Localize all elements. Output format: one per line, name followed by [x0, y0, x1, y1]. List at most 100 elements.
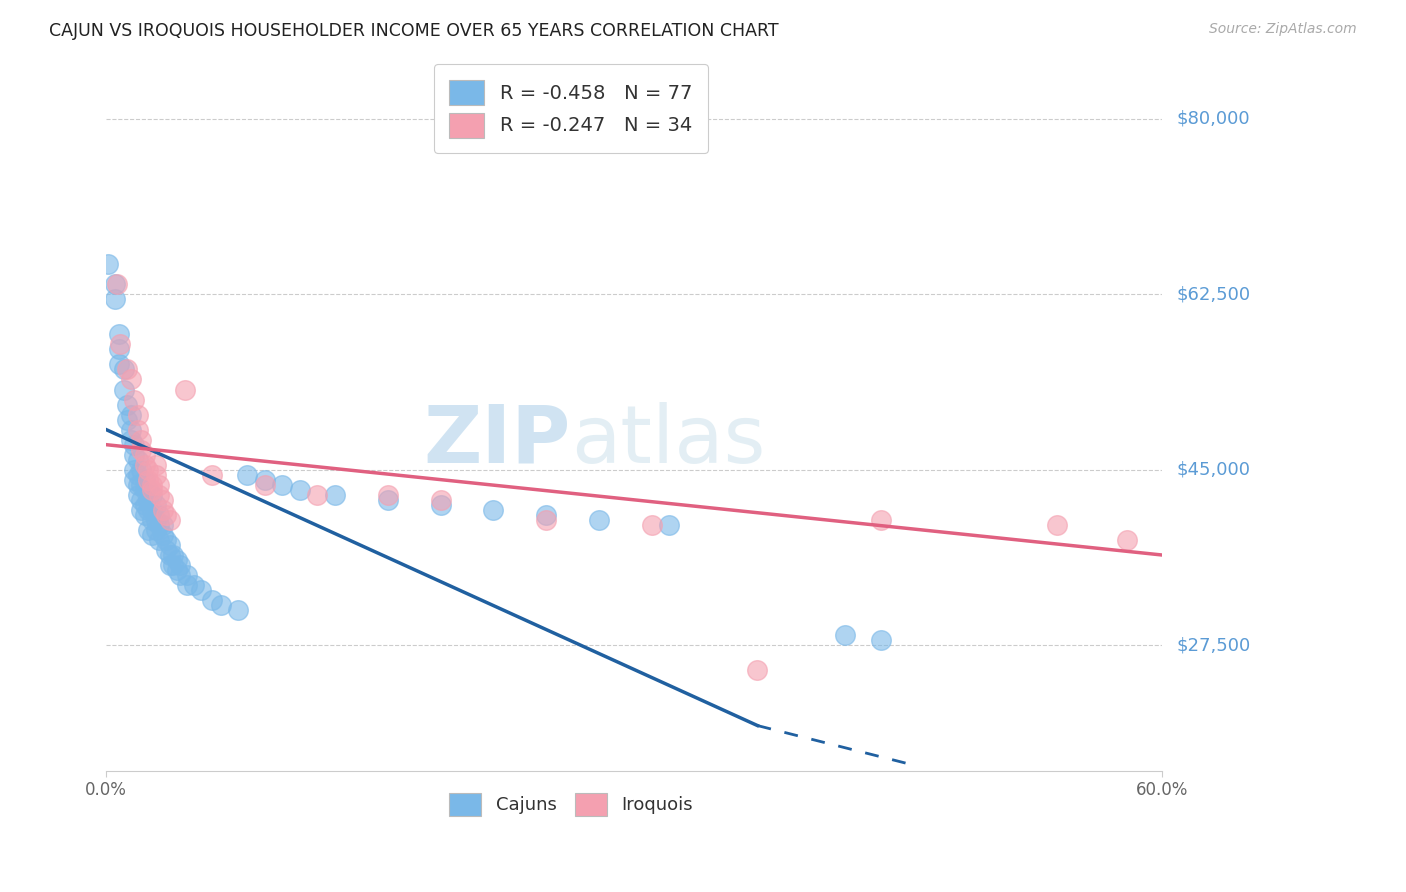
Point: [131, 442, 153, 457]
Point: [104, 292, 127, 306]
Point: [107, 358, 129, 372]
Text: CAJUN VS IROQUOIS HOUSEHOLDER INCOME OVER 65 YEARS CORRELATION CHART: CAJUN VS IROQUOIS HOUSEHOLDER INCOME OVE…: [49, 22, 779, 40]
Point: [236, 467, 259, 482]
Point: [148, 488, 170, 502]
Point: [162, 558, 184, 572]
Point: [169, 568, 191, 582]
Point: [127, 467, 149, 482]
Point: [127, 478, 149, 492]
Point: [429, 498, 451, 512]
Point: [127, 452, 149, 467]
Point: [138, 483, 160, 497]
Point: [658, 517, 681, 532]
Point: [141, 513, 163, 527]
Point: [174, 383, 197, 397]
Point: [127, 408, 149, 422]
Point: [131, 478, 153, 492]
Point: [209, 598, 232, 612]
Point: [166, 553, 188, 567]
Point: [155, 533, 177, 547]
Point: [131, 433, 153, 447]
Point: [145, 523, 167, 537]
Point: [201, 593, 224, 607]
Point: [112, 362, 135, 376]
Point: [148, 517, 170, 532]
Point: [107, 343, 129, 357]
Point: [201, 467, 224, 482]
Point: [145, 458, 167, 472]
Point: [131, 463, 153, 477]
Text: atlas: atlas: [571, 401, 765, 480]
Point: [641, 517, 664, 532]
Point: [120, 433, 142, 447]
Point: [482, 503, 505, 517]
Text: ZIP: ZIP: [423, 401, 571, 480]
Point: [162, 548, 184, 562]
Point: [152, 503, 174, 517]
Point: [145, 513, 167, 527]
Text: Source: ZipAtlas.com: Source: ZipAtlas.com: [1209, 22, 1357, 37]
Point: [134, 483, 156, 497]
Point: [869, 633, 891, 648]
Point: [141, 488, 163, 502]
Point: [271, 478, 294, 492]
Point: [253, 478, 276, 492]
Point: [159, 548, 181, 562]
Point: [117, 398, 139, 412]
Point: [869, 513, 891, 527]
Legend: Cajuns, Iroquois: Cajuns, Iroquois: [440, 783, 702, 825]
Point: [145, 498, 167, 512]
Point: [141, 483, 163, 497]
Point: [110, 337, 132, 351]
Point: [134, 473, 156, 487]
Point: [131, 492, 153, 507]
Point: [429, 492, 451, 507]
Point: [138, 503, 160, 517]
Point: [120, 372, 142, 386]
Point: [253, 473, 276, 487]
Point: [120, 408, 142, 422]
Point: [226, 603, 249, 617]
Point: [138, 473, 160, 487]
Point: [120, 423, 142, 437]
Point: [117, 362, 139, 376]
Point: [536, 508, 558, 522]
Point: [138, 523, 160, 537]
Text: $27,500: $27,500: [1177, 636, 1250, 655]
Point: [117, 412, 139, 426]
Point: [105, 277, 128, 292]
Point: [588, 513, 610, 527]
Point: [124, 438, 146, 452]
Point: [159, 538, 181, 552]
Point: [536, 513, 558, 527]
Point: [124, 392, 146, 407]
Point: [152, 517, 174, 532]
Point: [138, 463, 160, 477]
Point: [141, 478, 163, 492]
Point: [152, 528, 174, 542]
Point: [127, 423, 149, 437]
Point: [97, 257, 120, 271]
Point: [141, 503, 163, 517]
Point: [148, 478, 170, 492]
Point: [159, 513, 181, 527]
Point: [148, 508, 170, 522]
Text: $80,000: $80,000: [1177, 110, 1250, 128]
Point: [124, 463, 146, 477]
Point: [155, 508, 177, 522]
Point: [176, 578, 198, 592]
Point: [124, 473, 146, 487]
Point: [138, 492, 160, 507]
Point: [131, 503, 153, 517]
Point: [134, 458, 156, 472]
Point: [377, 488, 399, 502]
Point: [134, 508, 156, 522]
Point: [141, 528, 163, 542]
Text: $62,500: $62,500: [1177, 285, 1250, 303]
Point: [323, 488, 346, 502]
Text: $45,000: $45,000: [1177, 461, 1250, 479]
Point: [747, 664, 769, 678]
Point: [1046, 517, 1069, 532]
Point: [134, 448, 156, 462]
Point: [169, 558, 191, 572]
